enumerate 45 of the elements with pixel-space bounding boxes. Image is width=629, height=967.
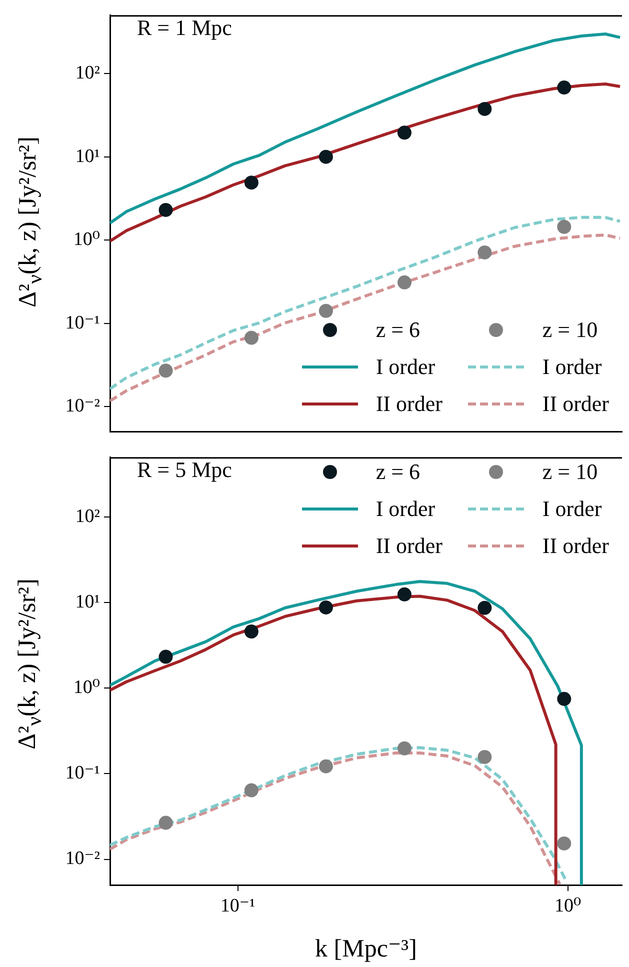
legend-label: z = 6 <box>376 458 420 484</box>
point <box>478 245 492 260</box>
point <box>478 600 492 615</box>
annotation: R = 5 Mpc <box>137 457 232 483</box>
point <box>158 816 173 830</box>
point <box>318 600 333 614</box>
legend-label: z = 10 <box>542 316 598 342</box>
y-tick-label: 10¹ <box>75 592 100 613</box>
legend-label: II order <box>376 532 442 558</box>
x-axis-title: k [Mpc⁻³] <box>315 936 417 963</box>
point <box>557 220 572 234</box>
y-tick-label: 10⁻¹ <box>65 762 100 784</box>
point <box>478 750 492 764</box>
point <box>318 150 333 164</box>
legend-label: II order <box>376 390 442 416</box>
y-tick-label: 10⁻¹ <box>65 312 100 334</box>
point <box>557 80 572 95</box>
legend-label: I order <box>542 496 602 522</box>
point <box>158 364 173 378</box>
point <box>557 692 572 706</box>
legend-label: I order <box>542 354 602 380</box>
annotation: R = 1 Mpc <box>137 15 232 41</box>
point <box>158 202 173 217</box>
legend-label: z = 6 <box>376 316 420 342</box>
y-tick-label: 10⁰ <box>73 677 100 698</box>
legend-label: I order <box>376 354 436 380</box>
y-tick-label: 10⁰ <box>73 229 100 250</box>
legend-label: z = 10 <box>542 458 598 484</box>
y-tick-label: 10¹ <box>75 146 100 167</box>
legend-label: II order <box>542 390 609 416</box>
point <box>397 587 412 602</box>
legend-label: II order <box>542 532 609 558</box>
point <box>318 304 333 318</box>
y-tick-label: 10⁻² <box>65 848 100 870</box>
point <box>478 102 492 116</box>
point <box>397 741 412 756</box>
point <box>397 275 412 290</box>
legend-label: I order <box>376 496 436 522</box>
y-tick-label: 10² <box>75 506 100 528</box>
point <box>158 650 173 664</box>
point <box>557 836 572 850</box>
y-tick-label: 10⁻² <box>65 396 100 417</box>
point <box>397 126 412 140</box>
point <box>318 759 333 774</box>
y-tick-label: 10² <box>75 62 100 84</box>
